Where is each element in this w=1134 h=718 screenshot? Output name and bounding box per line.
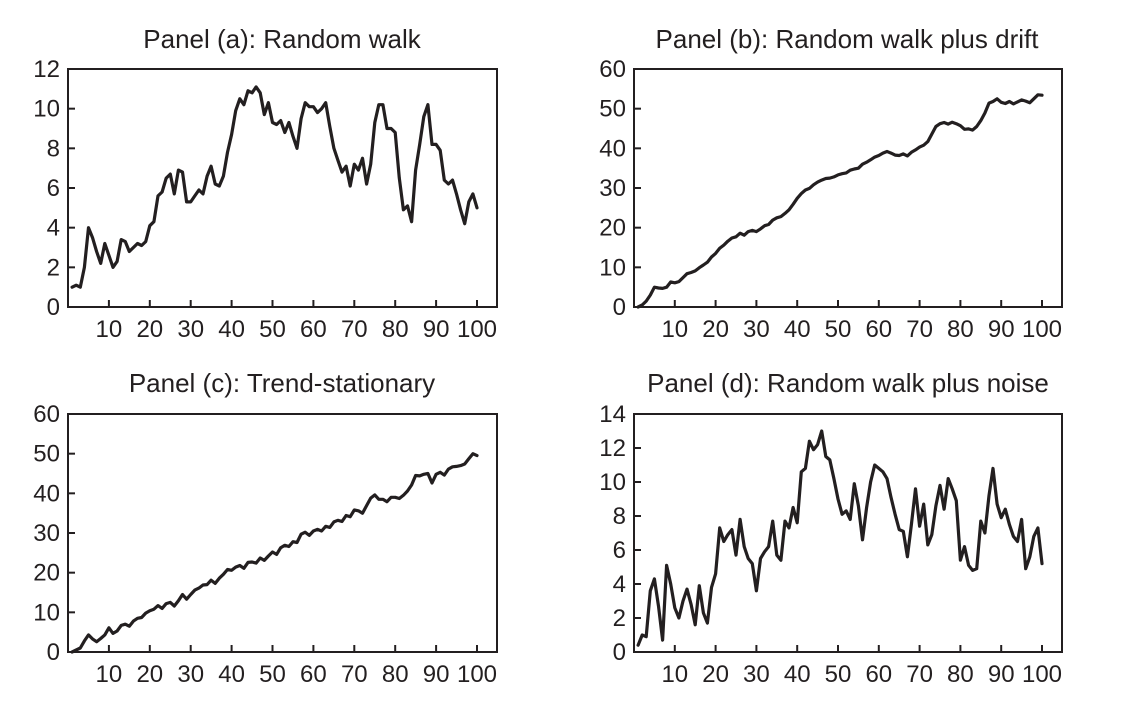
panel-a-x-tick-label: 20: [136, 316, 163, 343]
panel-c-y-tick-label: 0: [47, 639, 60, 666]
panel-c-series-line: [70, 452, 479, 654]
panel-b-y-tick-label: 50: [599, 96, 626, 123]
panel-a-x-tick-label: 40: [218, 316, 245, 343]
panel-b-y-tick-label: 0: [613, 294, 626, 321]
panel-a-y-tick-label: 0: [47, 294, 60, 321]
panel-a-x-tick-label: 60: [300, 316, 327, 343]
panel-b-x-tick-label: 90: [988, 316, 1015, 343]
panel-a-y-axis: 0 2 4 6 8 10 12: [33, 56, 75, 321]
panel-b-title: Panel (b): Random walk plus drift: [656, 24, 1040, 54]
panel-d-x-tick-label: 30: [743, 661, 770, 688]
panel-c-x-tick-label: 80: [382, 661, 409, 688]
panel-b-y-tick-label: 10: [599, 254, 626, 281]
panel-b-x-tick-label: 10: [661, 316, 688, 343]
panel-b-y-tick-label: 20: [599, 215, 626, 242]
panel-d-y-axis: 0 2 4 6 8 10 12 14: [599, 401, 641, 666]
panel-b-y-tick-label: 40: [599, 135, 626, 162]
panel-d-x-axis: 10 20 30 40 50 60 70 80 90 100: [661, 645, 1062, 688]
panel-c-y-tick-label: 10: [33, 599, 60, 626]
panel-d-plot-frame: [633, 413, 1063, 653]
panel-a-y-tick-label: 8: [47, 135, 60, 162]
panel-c-title: Panel (c): Trend-stationary: [129, 368, 435, 398]
panel-d-x-tick-label: 100: [1022, 661, 1062, 688]
panel-d-y-tick-label: 2: [613, 605, 626, 632]
panel-d-x-tick-label: 80: [947, 661, 974, 688]
panel-a-x-axis: 10 20 30 40 50 60 70 80 90 100: [96, 300, 497, 343]
panel-c-y-tick-label: 20: [33, 560, 60, 587]
panel-a-title: Panel (a): Random walk: [143, 24, 421, 54]
panel-d-x-tick-label: 20: [702, 661, 729, 688]
panel-d: Panel (d): Random walk plus noise 0 2 4 6 8 1…: [599, 368, 1063, 688]
panel-c-y-tick-label: 40: [33, 480, 60, 507]
panel-c-y-tick-label: 50: [33, 441, 60, 468]
panel-b-x-tick-label: 60: [865, 316, 892, 343]
panel-d-y-tick-label: 6: [613, 537, 626, 564]
panel-a: Panel (a): Random walk 0 2 4 6 8 10 12 10 20 30 4…: [33, 24, 498, 343]
panel-b-y-tick-label: 30: [599, 175, 626, 202]
panel-d-series-line: [636, 429, 1044, 647]
panel-d-y-tick-label: 4: [613, 571, 626, 598]
panel-c-x-tick-label: 20: [136, 661, 163, 688]
panel-d-y-tick-label: 0: [613, 639, 626, 666]
panel-b-x-tick-label: 80: [947, 316, 974, 343]
panel-c-y-tick-label: 60: [33, 401, 60, 428]
panel-b: Panel (b): Random walk plus drift 0 10 20 3…: [599, 24, 1063, 343]
panel-d-x-tick-label: 70: [906, 661, 933, 688]
panel-c-x-tick-label: 50: [259, 661, 286, 688]
panel-a-y-tick-label: 10: [33, 96, 60, 123]
panel-a-y-tick-label: 2: [47, 254, 60, 281]
panel-c-x-tick-label: 40: [218, 661, 245, 688]
panel-a-x-tick-label: 70: [341, 316, 368, 343]
panel-a-series-line: [70, 85, 479, 289]
panel-a-y-tick-label: 6: [47, 175, 60, 202]
panel-d-x-tick-label: 10: [661, 661, 688, 688]
panel-c-y-axis: 0 10 20 30 40 50 60: [33, 401, 75, 666]
panel-a-x-tick-label: 80: [382, 316, 409, 343]
panel-b-series-line: [636, 93, 1044, 309]
panel-a-y-tick-label: 12: [33, 56, 60, 83]
panel-a-plot-frame: [67, 68, 498, 308]
panel-c-x-tick-label: 100: [457, 661, 497, 688]
panel-d-x-tick-label: 40: [784, 661, 811, 688]
panel-d-y-tick-label: 10: [599, 469, 626, 496]
panel-b-x-tick-label: 20: [702, 316, 729, 343]
panel-b-x-axis: 10 20 30 40 50 60 70 80 90 100: [661, 300, 1062, 343]
panel-c-x-tick-label: 30: [177, 661, 204, 688]
panel-d-y-tick-label: 12: [599, 435, 626, 462]
panel-c: Panel (c): Trend-stationary 0 10 20 30 40 50 6…: [33, 368, 498, 688]
panel-b-y-axis: 0 10 20 30 40 50 60: [599, 56, 641, 321]
panel-c-plot-frame: [67, 413, 498, 653]
panel-a-x-tick-label: 50: [259, 316, 286, 343]
panel-b-x-tick-label: 70: [906, 316, 933, 343]
panel-b-x-tick-label: 100: [1022, 316, 1062, 343]
panel-c-x-tick-label: 10: [96, 661, 123, 688]
panel-d-x-tick-label: 90: [988, 661, 1015, 688]
panel-a-y-tick-label: 4: [47, 215, 60, 242]
panel-d-y-tick-label: 8: [613, 503, 626, 530]
panel-d-y-tick-label: 14: [599, 401, 626, 428]
panel-a-x-tick-label: 90: [423, 316, 450, 343]
panel-c-y-tick-label: 30: [33, 520, 60, 547]
panel-c-x-tick-label: 60: [300, 661, 327, 688]
panel-c-x-tick-label: 90: [423, 661, 450, 688]
panel-a-x-tick-label: 30: [177, 316, 204, 343]
panel-d-x-tick-label: 50: [825, 661, 852, 688]
panel-b-plot-frame: [633, 68, 1063, 308]
panel-b-x-tick-label: 50: [825, 316, 852, 343]
panel-b-y-tick-label: 60: [599, 56, 626, 83]
panel-c-x-axis: 10 20 30 40 50 60 70 80 90 100: [96, 645, 497, 688]
panel-d-x-tick-label: 60: [865, 661, 892, 688]
panel-c-x-tick-label: 70: [341, 661, 368, 688]
panel-a-x-tick-label: 100: [457, 316, 497, 343]
panel-b-x-tick-label: 30: [743, 316, 770, 343]
panel-a-x-tick-label: 10: [96, 316, 123, 343]
panel-b-x-tick-label: 40: [784, 316, 811, 343]
panel-d-title: Panel (d): Random walk plus noise: [647, 368, 1049, 398]
